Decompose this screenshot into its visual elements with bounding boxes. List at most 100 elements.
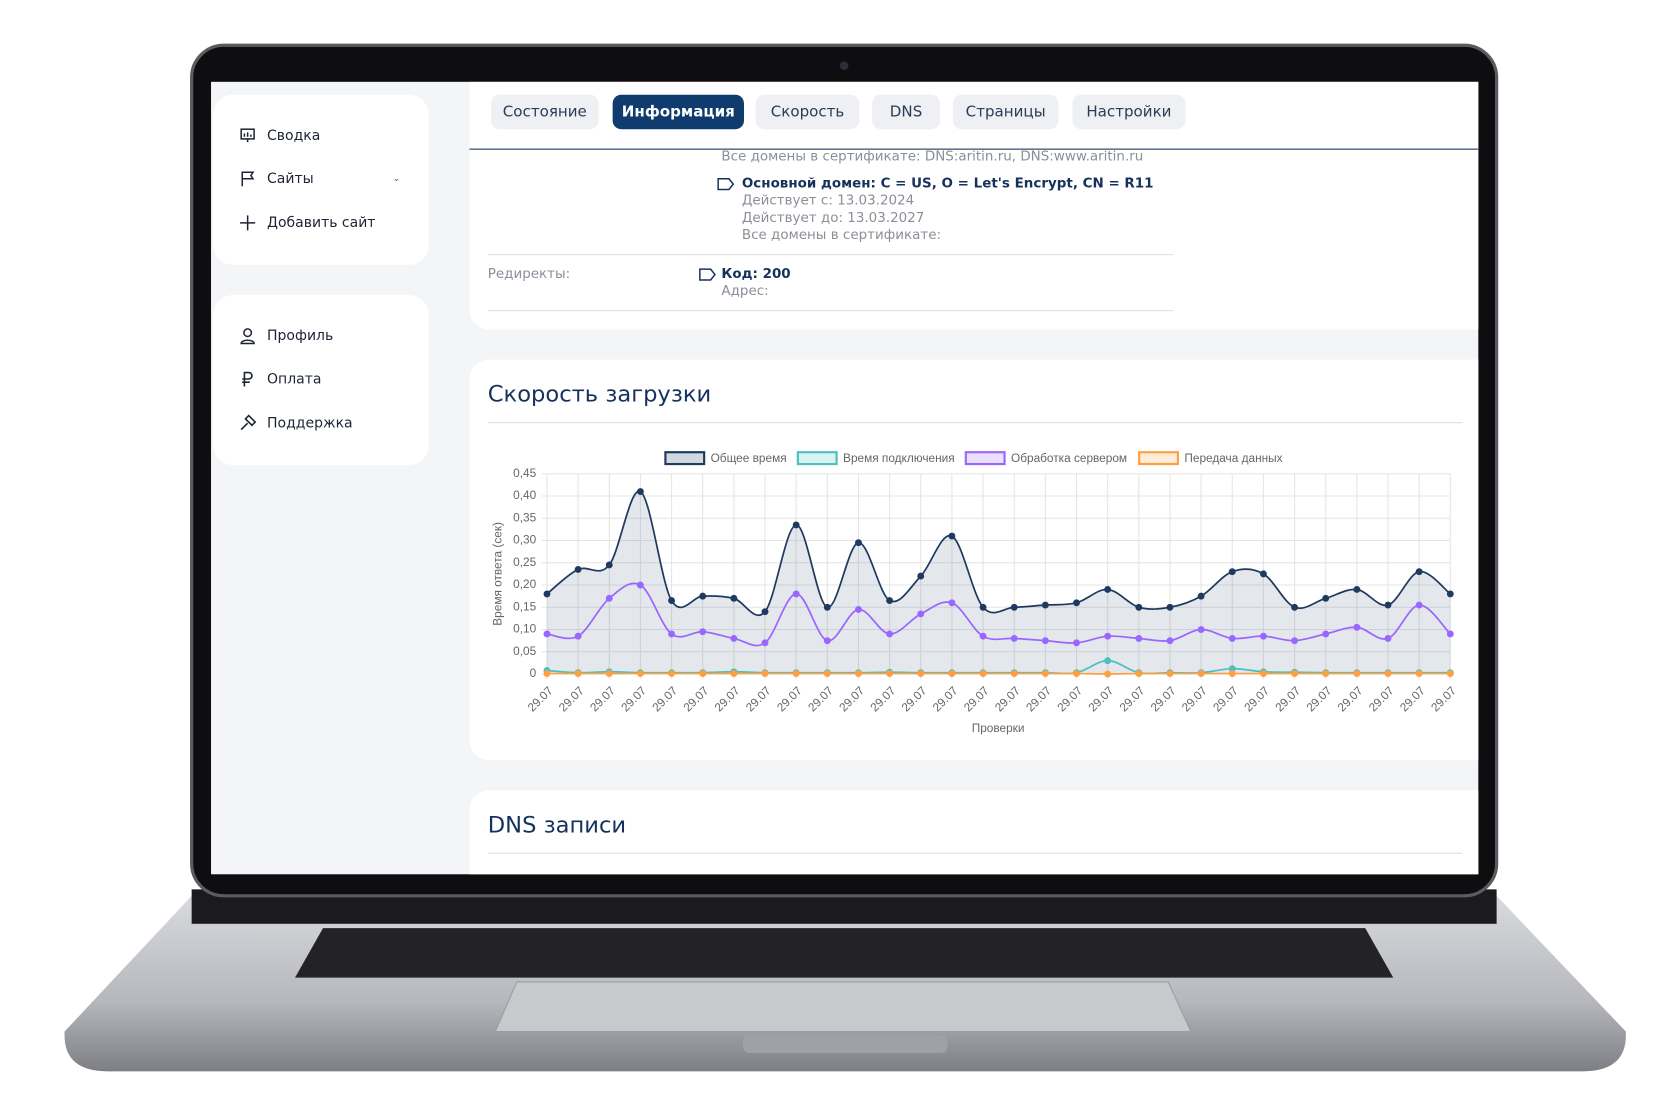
point: [1166, 637, 1174, 645]
account-item[interactable]: Поддержка: [239, 414, 353, 432]
point: [636, 670, 644, 678]
x-tick-label: 29.07: [1241, 684, 1272, 715]
point: [948, 532, 956, 540]
point: [792, 670, 800, 678]
y-axis-title: Время ответа (сек): [491, 522, 505, 626]
legend-label: Время подключения: [843, 451, 955, 465]
account-label: Профиль: [267, 327, 334, 345]
account-item[interactable]: Профиль: [239, 327, 334, 345]
point: [1446, 590, 1454, 598]
screen: Сводка Сайты ⌄ Добавить сайт Профиль Опла…: [211, 81, 1479, 875]
tab[interactable]: DNS: [872, 94, 940, 130]
tab[interactable]: Информация: [612, 94, 744, 130]
point: [543, 630, 551, 638]
trackpad: [494, 981, 1192, 1033]
cert-primary: Основной домен: C = US, O = Let's Encryp…: [741, 174, 1154, 191]
point: [1384, 670, 1392, 678]
x-tick-label: 29.07: [1210, 684, 1241, 715]
divider: [487, 422, 1463, 424]
tag-icon: [717, 177, 735, 191]
x-tick-label: 29.07: [1054, 684, 1085, 715]
point: [730, 594, 738, 602]
point: [668, 597, 676, 605]
point: [1104, 670, 1112, 678]
x-axis-title: Проверки: [972, 721, 1025, 735]
nav-item[interactable]: Добавить сайт: [239, 214, 375, 231]
legend-swatch: [1138, 451, 1179, 466]
point: [1384, 634, 1392, 642]
point: [1197, 626, 1205, 633]
x-tick-label: 29.07: [1085, 684, 1116, 715]
point: [1010, 603, 1018, 611]
series-line: [546, 490, 1451, 617]
redirect-code: Код: 200: [721, 264, 791, 282]
x-tick-label: 29.07: [1148, 684, 1179, 715]
nav-label: Сайты: [267, 170, 314, 187]
point: [1010, 670, 1018, 678]
x-tick-label: 29.07: [1023, 684, 1054, 715]
tag-icon: [699, 268, 716, 281]
tab-underline: [469, 148, 1479, 150]
x-tick-label: 29.07: [805, 684, 836, 715]
legend-swatch: [964, 451, 1006, 466]
point: [699, 628, 707, 636]
point: [917, 670, 925, 678]
point: [886, 630, 894, 638]
point: [730, 634, 738, 642]
account-label: Оплата: [267, 370, 322, 388]
divider: [487, 310, 1174, 312]
legend-swatch: [664, 451, 706, 466]
point: [1446, 670, 1454, 678]
point: [1104, 657, 1112, 665]
point: [543, 590, 551, 598]
account-card: [213, 295, 429, 466]
point: [1041, 670, 1049, 678]
tab[interactable]: Скорость: [755, 94, 860, 130]
x-tick-label: 29.07: [681, 684, 712, 715]
point: [1259, 570, 1267, 578]
x-tick-label: 29.07: [992, 684, 1023, 715]
nav-item[interactable]: Сводка: [239, 127, 320, 144]
point: [1259, 632, 1267, 640]
y-tick-label: 0,40: [513, 488, 536, 502]
point: [1073, 599, 1080, 607]
nav-item[interactable]: Сайты ⌄: [239, 170, 401, 187]
nav-label: Добавить сайт: [267, 214, 376, 231]
x-tick-label: 29.07: [1366, 684, 1397, 715]
point: [1291, 670, 1299, 678]
point: [1197, 670, 1205, 678]
point: [1166, 603, 1174, 611]
point: [792, 521, 800, 529]
legend-label: Общее время: [711, 451, 787, 465]
tab[interactable]: Страницы: [952, 94, 1059, 130]
x-tick-label: 29.07: [930, 684, 961, 715]
point: [1322, 670, 1330, 678]
x-tick-label: 29.07: [618, 684, 649, 715]
y-tick-label: 0,05: [513, 644, 536, 658]
point: [1073, 639, 1080, 647]
tab[interactable]: Состояние: [490, 94, 599, 130]
point: [886, 597, 894, 605]
divider: [487, 254, 1174, 256]
point: [1291, 603, 1299, 611]
point: [605, 561, 613, 569]
point: [1353, 670, 1361, 678]
x-tick-label: 29.07: [1304, 684, 1335, 715]
x-tick-label: 29.07: [1428, 684, 1459, 715]
y-tick-label: 0,45: [513, 466, 536, 480]
account-item[interactable]: Оплата: [239, 370, 321, 387]
x-tick-label: 29.07: [1397, 684, 1428, 715]
card-title: DNS записи: [487, 811, 627, 838]
tab[interactable]: Настройки: [1072, 94, 1186, 130]
redirect-address: Адрес:: [721, 282, 769, 299]
x-tick-label: 29.07: [1335, 684, 1366, 715]
point: [730, 670, 738, 678]
point: [1322, 594, 1330, 602]
x-tick-label: 29.07: [1272, 684, 1303, 715]
point: [823, 637, 831, 645]
point: [917, 572, 925, 580]
point: [1228, 665, 1236, 673]
point: [1353, 586, 1361, 593]
